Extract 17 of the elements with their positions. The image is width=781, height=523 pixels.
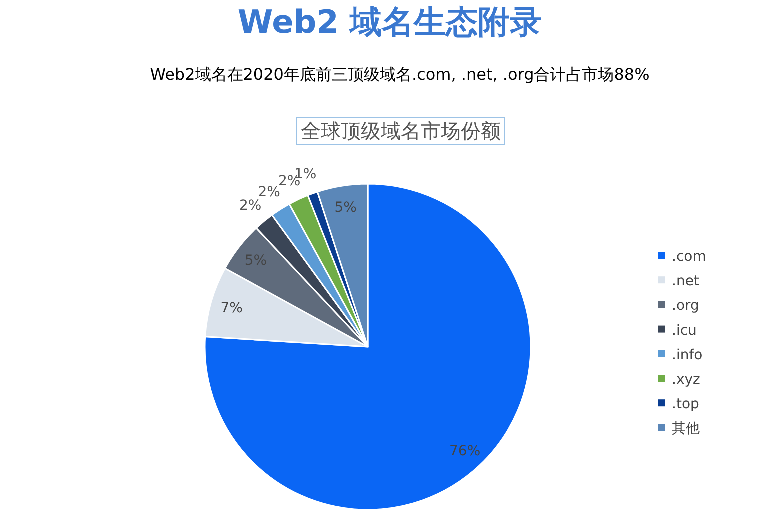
data-label: 7% xyxy=(220,300,243,316)
legend-label: 其他 xyxy=(672,421,700,438)
chart-title: Web2 域名生态附录 xyxy=(238,3,542,41)
data-label: 5% xyxy=(334,200,357,216)
legend-label: .icu xyxy=(672,322,697,339)
data-label: 2% xyxy=(258,184,280,200)
data-label: 76% xyxy=(450,443,481,460)
legend-label: .xyz xyxy=(672,372,700,388)
legend-label: .net xyxy=(672,274,700,290)
legend-label: .info xyxy=(672,347,703,364)
data-label: 5% xyxy=(244,253,268,270)
legend-label: .org xyxy=(672,298,700,314)
legend-label: .top xyxy=(672,396,700,413)
chart-subtitle: Web2域名在2020年底前三顶级域名.com, .net, .org合计占市场88% xyxy=(150,65,650,84)
data-label: 2% xyxy=(239,198,262,214)
text: 全球顶级域名市场份额 xyxy=(301,119,501,143)
legend-label: .com xyxy=(672,249,706,265)
